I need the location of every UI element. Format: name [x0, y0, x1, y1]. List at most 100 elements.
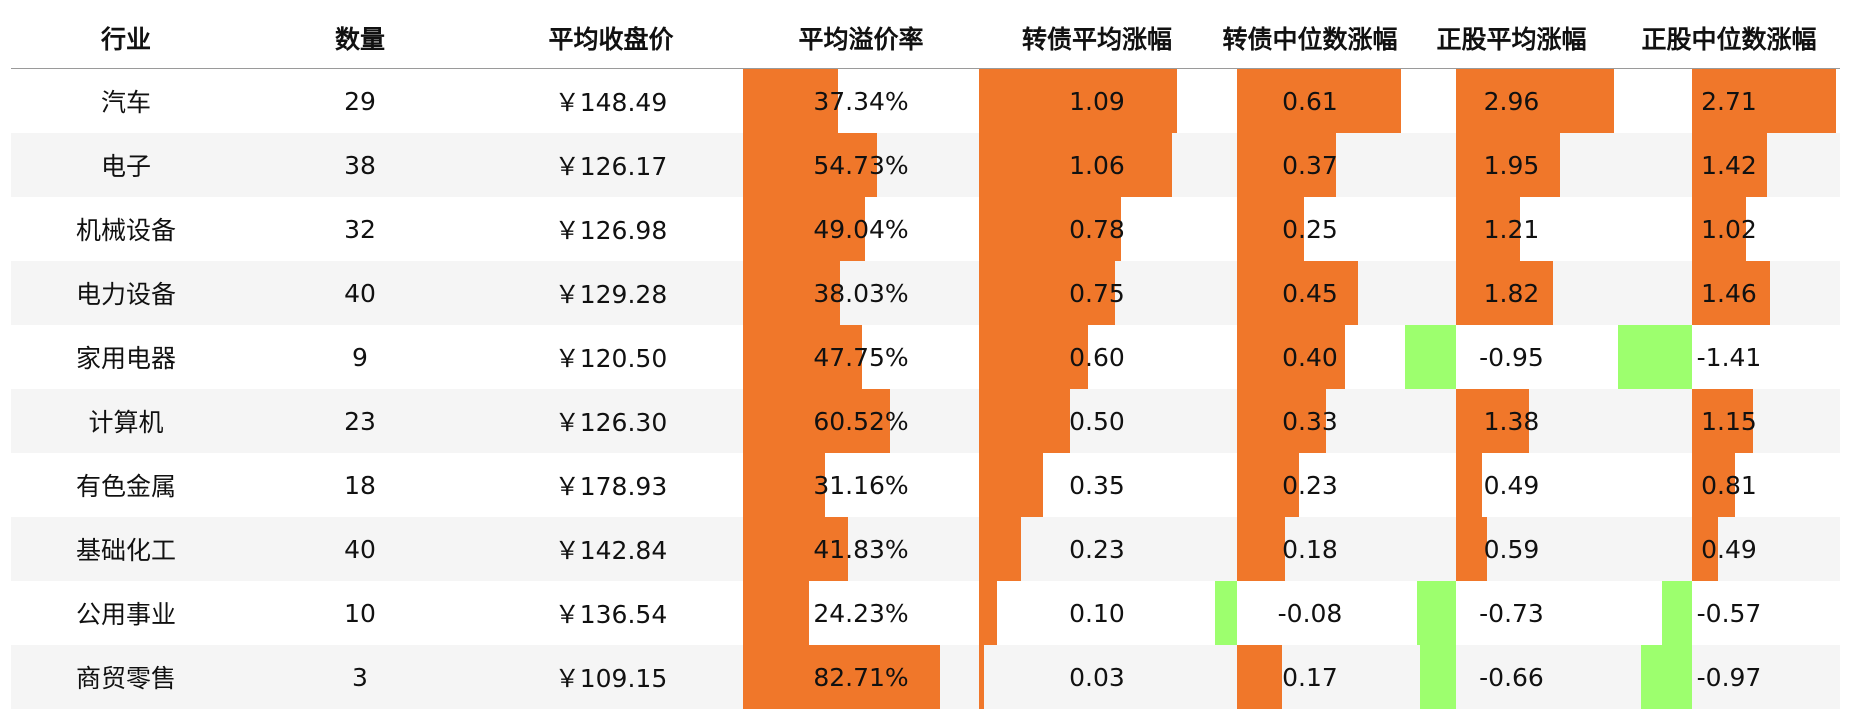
value-label-premium: 31.16% — [813, 470, 909, 500]
cell-count: 23 — [241, 389, 479, 453]
value-label-cb-median: 0.25 — [1282, 214, 1338, 244]
cell-cb-median: 0.37 — [1215, 133, 1405, 197]
bar-stk-median — [1692, 389, 1754, 453]
table-row: 电子 38 ￥126.17 54.73% 1.06 0.37 1.95 1.42 — [11, 133, 1840, 197]
bar-cb-mean — [979, 197, 1121, 261]
value-label-stk-median: -0.97 — [1696, 662, 1762, 692]
bar-cb-mean — [979, 517, 1021, 581]
cell-stk-mean: -0.95 — [1405, 325, 1618, 389]
bar-stk-mean — [1416, 581, 1456, 645]
cell-price: ￥120.50 — [554, 344, 668, 373]
cell-cb-median: -0.08 — [1215, 581, 1405, 645]
header-stk-median: 正股中位数涨幅 — [1618, 8, 1840, 69]
cell-stk-median: 1.15 — [1618, 389, 1840, 453]
cell-count: 29 — [344, 86, 376, 116]
cell-stk-mean: 2.96 — [1405, 69, 1618, 133]
cell-price: ￥136.54 — [554, 600, 668, 629]
bar-cb-median — [1236, 645, 1283, 709]
bar-cb-median — [1236, 389, 1326, 453]
cell-price: ￥148.49 — [554, 88, 668, 117]
value-label-cb-mean: 1.06 — [1069, 150, 1125, 180]
cell-industry: 有色金属 — [75, 472, 176, 501]
cell-cb-mean: 0.35 — [979, 453, 1215, 517]
value-label-stk-mean: -0.73 — [1479, 598, 1544, 628]
header-premium: 平均溢价率 — [743, 8, 979, 69]
bar-cb-mean — [979, 325, 1089, 389]
cell-industry: 汽车 — [100, 88, 151, 117]
value-label-premium: 49.04% — [813, 214, 909, 244]
value-label-cb-mean: 0.35 — [1069, 470, 1125, 500]
cell-stk-median: 2.71 — [1618, 69, 1840, 133]
value-label-premium: 24.23% — [813, 598, 909, 628]
bar-cb-median — [1215, 581, 1237, 645]
value-label-premium: 60.52% — [813, 406, 909, 436]
value-label-stk-mean: -0.66 — [1479, 662, 1544, 692]
value-label-premium: 47.75% — [813, 342, 909, 372]
cell-stk-mean: -0.66 — [1405, 645, 1618, 709]
value-label-stk-median: 0.49 — [1701, 534, 1757, 564]
bar-cb-mean — [979, 581, 998, 645]
cell-premium: 54.73% — [743, 133, 979, 197]
cell-premium: 82.71% — [743, 645, 979, 709]
bar-cb-mean — [979, 69, 1178, 133]
bar-premium — [743, 453, 825, 517]
header-industry: 行业 — [11, 8, 241, 69]
cell-cb-median: 0.23 — [1215, 453, 1405, 517]
cell-industry: 商贸零售 — [11, 645, 241, 709]
cell-stk-mean: 0.59 — [1405, 517, 1618, 581]
cell-stk-median: 1.46 — [1618, 261, 1840, 325]
header-cb-mean: 转债平均涨幅 — [979, 8, 1215, 69]
cell-stk-mean: 0.49 — [1405, 453, 1618, 517]
bar-stk-median — [1692, 69, 1836, 133]
bar-cb-median — [1236, 197, 1305, 261]
value-label-cb-mean: 0.10 — [1069, 598, 1125, 628]
cell-cb-median: 0.33 — [1215, 389, 1405, 453]
bar-stk-mean — [1455, 133, 1560, 197]
value-label-stk-mean: 2.96 — [1483, 86, 1540, 116]
table-row: 基础化工 40 ￥142.84 41.83% 0.23 0.18 0.59 0.49 — [11, 517, 1840, 581]
value-label-cb-mean: 1.09 — [1069, 86, 1125, 116]
cell-premium: 41.83% — [743, 517, 979, 581]
bar-cb-median — [1236, 133, 1337, 197]
cell-premium: 31.16% — [743, 453, 979, 517]
cell-cb-median: 0.25 — [1215, 197, 1405, 261]
cell-stk-median: 0.81 — [1618, 453, 1840, 517]
value-label-stk-median: 1.02 — [1701, 214, 1757, 244]
table-row: 有色金属 18 ￥178.93 31.16% 0.35 0.23 0.49 0.81 — [11, 453, 1840, 517]
bar-stk-median — [1692, 453, 1736, 517]
cell-price: ￥126.17 — [479, 133, 743, 197]
cell-premium: 24.23% — [743, 581, 979, 645]
cell-cb-mean: 0.60 — [979, 325, 1215, 389]
cell-stk-median: 1.02 — [1618, 197, 1840, 261]
value-label-stk-median: 2.71 — [1701, 86, 1757, 116]
bar-premium — [743, 261, 840, 325]
cell-industry: 家用电器 — [75, 344, 176, 373]
header-price: 平均收盘价 — [479, 8, 743, 69]
cell-count: 3 — [241, 645, 479, 709]
value-label-stk-mean: 0.49 — [1483, 470, 1540, 500]
table-row: 公用事业 10 ￥136.54 24.23% 0.10 -0.08 -0.73 -0.57 — [11, 581, 1840, 645]
value-label-stk-median: 1.46 — [1701, 278, 1757, 308]
value-label-cb-mean: 0.50 — [1069, 406, 1125, 436]
value-label-stk-mean: 1.95 — [1483, 150, 1540, 180]
value-label-cb-mean: 0.75 — [1069, 278, 1125, 308]
bar-cb-mean — [979, 261, 1116, 325]
cell-count: 32 — [344, 214, 376, 244]
value-label-cb-mean: 0.23 — [1069, 534, 1125, 564]
value-label-cb-median: 0.40 — [1282, 342, 1338, 372]
cell-stk-mean: 1.21 — [1405, 197, 1618, 261]
cell-cb-median: 0.45 — [1215, 261, 1405, 325]
cell-stk-median: 0.49 — [1618, 517, 1840, 581]
cell-count: 9 — [352, 342, 368, 372]
value-label-cb-median: 0.37 — [1282, 150, 1338, 180]
cell-cb-mean: 1.06 — [979, 133, 1215, 197]
table-row: 商贸零售 3 ￥109.15 82.71% 0.03 0.17 -0.66 -0.97 — [11, 645, 1840, 709]
cell-count: 40 — [241, 261, 479, 325]
value-label-premium: 54.73% — [813, 150, 909, 180]
value-label-stk-mean: 1.21 — [1483, 214, 1540, 244]
bar-cb-median — [1236, 325, 1345, 389]
cell-industry: 基础化工 — [11, 517, 241, 581]
cell-stk-median: -1.41 — [1618, 325, 1840, 389]
cell-industry: 公用事业 — [75, 600, 176, 629]
